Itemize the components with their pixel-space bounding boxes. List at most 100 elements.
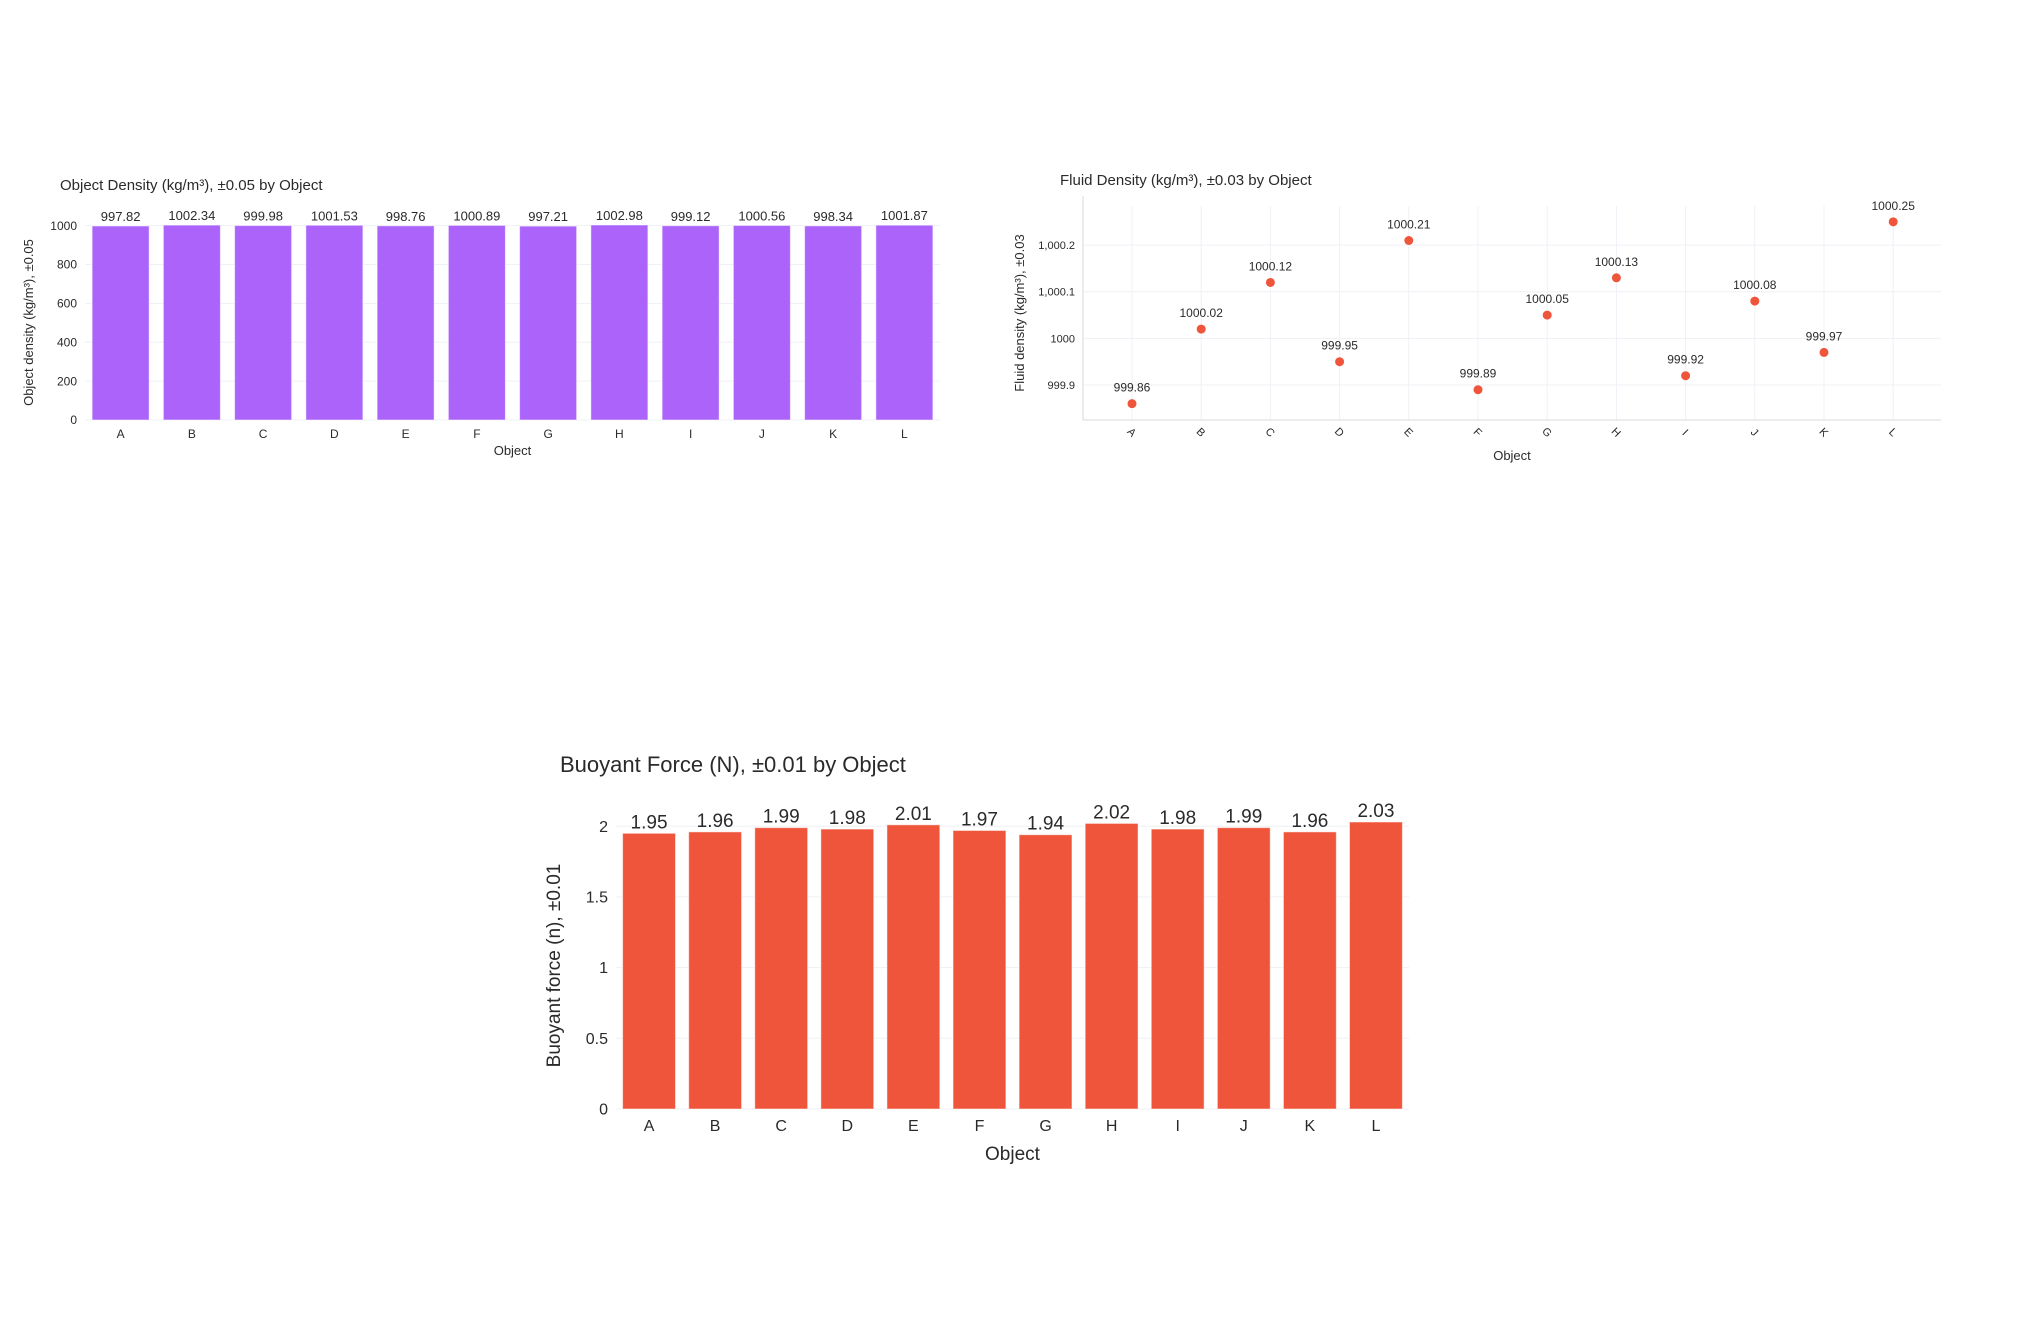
x-tick-label: A — [1124, 426, 1138, 440]
x-tick-label: A — [117, 427, 125, 441]
bar-A — [622, 832, 676, 1110]
bar-H — [1084, 822, 1139, 1110]
data-label: 1000.13 — [1595, 255, 1639, 269]
data-label: 1.99 — [1225, 807, 1262, 828]
bar-K — [804, 225, 863, 421]
y-tick-label: 400 — [57, 335, 77, 349]
y-axis-title: Buoyant force (n), ±0.01 — [544, 864, 565, 1068]
x-tick-label: I — [689, 427, 692, 441]
bar-I — [661, 225, 720, 421]
x-tick-label: J — [1748, 427, 1760, 439]
x-tick-label: G — [1039, 1118, 1051, 1135]
y-tick-label: 0 — [70, 413, 77, 427]
x-axis-title: Object — [985, 1144, 1041, 1165]
y-tick-label: 0 — [599, 1102, 608, 1119]
data-label: 999.92 — [1667, 353, 1704, 367]
data-label: 999.89 — [1460, 367, 1497, 381]
x-tick-label: A — [644, 1118, 655, 1135]
x-tick-label: G — [543, 427, 552, 441]
data-label: 999.98 — [243, 209, 283, 224]
point-D — [1335, 357, 1345, 367]
data-label: 1001.53 — [311, 208, 358, 223]
data-label: 1.98 — [829, 808, 866, 829]
x-tick-label: L — [901, 427, 908, 441]
chart-title: Fluid Density (kg/m³), ±0.03 by Object — [1060, 172, 1312, 189]
data-label: 1000.56 — [738, 208, 785, 223]
bar-A — [91, 225, 150, 421]
data-label: 1.96 — [697, 811, 734, 832]
bar-E — [886, 824, 941, 1110]
y-tick-label: 1 — [599, 960, 608, 977]
point-C — [1265, 277, 1275, 287]
chart-title: Object Density (kg/m³), ±0.05 by Object — [60, 177, 323, 194]
x-tick-label: H — [1609, 426, 1623, 440]
bar-E — [376, 225, 435, 421]
data-label: 1001.87 — [881, 208, 928, 223]
point-L — [1888, 217, 1898, 227]
x-tick-label: E — [402, 427, 410, 441]
x-tick-label: D — [330, 427, 339, 441]
data-label: 997.21 — [528, 209, 568, 224]
bar-D — [305, 224, 364, 421]
data-label: 1.99 — [763, 807, 800, 828]
point-A — [1127, 399, 1137, 409]
x-tick-label: K — [829, 427, 837, 441]
x-tick-label: L — [1372, 1118, 1381, 1135]
point-H — [1611, 273, 1621, 283]
x-tick-label: L — [1886, 426, 1899, 439]
x-tick-label: F — [473, 427, 480, 441]
data-label: 1000.89 — [453, 208, 500, 223]
chart-2: Fluid Density (kg/m³), ±0.03 by Object 99… — [1012, 172, 1941, 463]
x-tick-label: J — [1240, 1118, 1248, 1135]
data-label: 1000.02 — [1180, 306, 1224, 320]
y-tick-label: 1000 — [50, 219, 77, 233]
point-J — [1750, 296, 1760, 306]
data-label: 1.96 — [1291, 811, 1328, 832]
data-label: 998.76 — [386, 209, 426, 224]
bar-F — [952, 829, 1007, 1110]
x-tick-label: I — [1680, 427, 1691, 438]
x-tick-label: B — [188, 427, 196, 441]
y-tick-label: 1,000.1 — [1038, 287, 1075, 299]
y-axis-title: Fluid density (kg/m³), ±0.03 — [1012, 234, 1027, 391]
x-tick-label: B — [1194, 426, 1208, 440]
y-tick-label: 600 — [57, 297, 77, 311]
data-label: 1002.98 — [596, 208, 643, 223]
bar-D — [820, 828, 875, 1110]
data-label: 1000.08 — [1733, 278, 1777, 292]
x-tick-label: E — [908, 1118, 919, 1135]
bar-B — [162, 224, 221, 421]
x-axis-title: Object — [1493, 448, 1531, 463]
y-tick-label: 2 — [599, 819, 608, 836]
bar-H — [590, 224, 649, 421]
data-label: 1.98 — [1159, 808, 1196, 829]
bar-F — [447, 224, 506, 421]
point-E — [1404, 236, 1414, 246]
x-tick-label: H — [1106, 1118, 1118, 1135]
point-F — [1473, 385, 1483, 395]
x-tick-label: C — [775, 1118, 787, 1135]
data-label: 999.95 — [1321, 339, 1358, 353]
x-tick-label: B — [710, 1118, 721, 1135]
data-label: 2.01 — [895, 804, 932, 825]
y-tick-label: 800 — [57, 258, 77, 272]
y-axis-title: Object density (kg/m³), ±0.05 — [21, 239, 36, 406]
bar-K — [1282, 831, 1337, 1110]
x-tick-label: H — [615, 427, 624, 441]
x-tick-label: G — [1539, 425, 1554, 440]
x-tick-label: D — [842, 1118, 854, 1135]
chart-1: Object Density (kg/m³), ±0.05 by Object 0… — [21, 177, 940, 458]
y-tick-label: 1.5 — [586, 890, 608, 907]
bar-L — [1349, 821, 1403, 1110]
x-tick-label: J — [759, 427, 765, 441]
bar-G — [1018, 834, 1073, 1110]
bar-C — [754, 827, 809, 1110]
chart-title: Buoyant Force (N), ±0.01 by Object — [560, 752, 906, 777]
data-label: 999.86 — [1114, 381, 1151, 395]
point-K — [1819, 347, 1829, 357]
data-label: 999.12 — [671, 209, 711, 224]
x-tick-label: K — [1816, 426, 1830, 440]
bar-L — [875, 224, 934, 421]
data-label: 1002.34 — [168, 208, 215, 223]
y-tick-label: 0.5 — [586, 1031, 608, 1048]
